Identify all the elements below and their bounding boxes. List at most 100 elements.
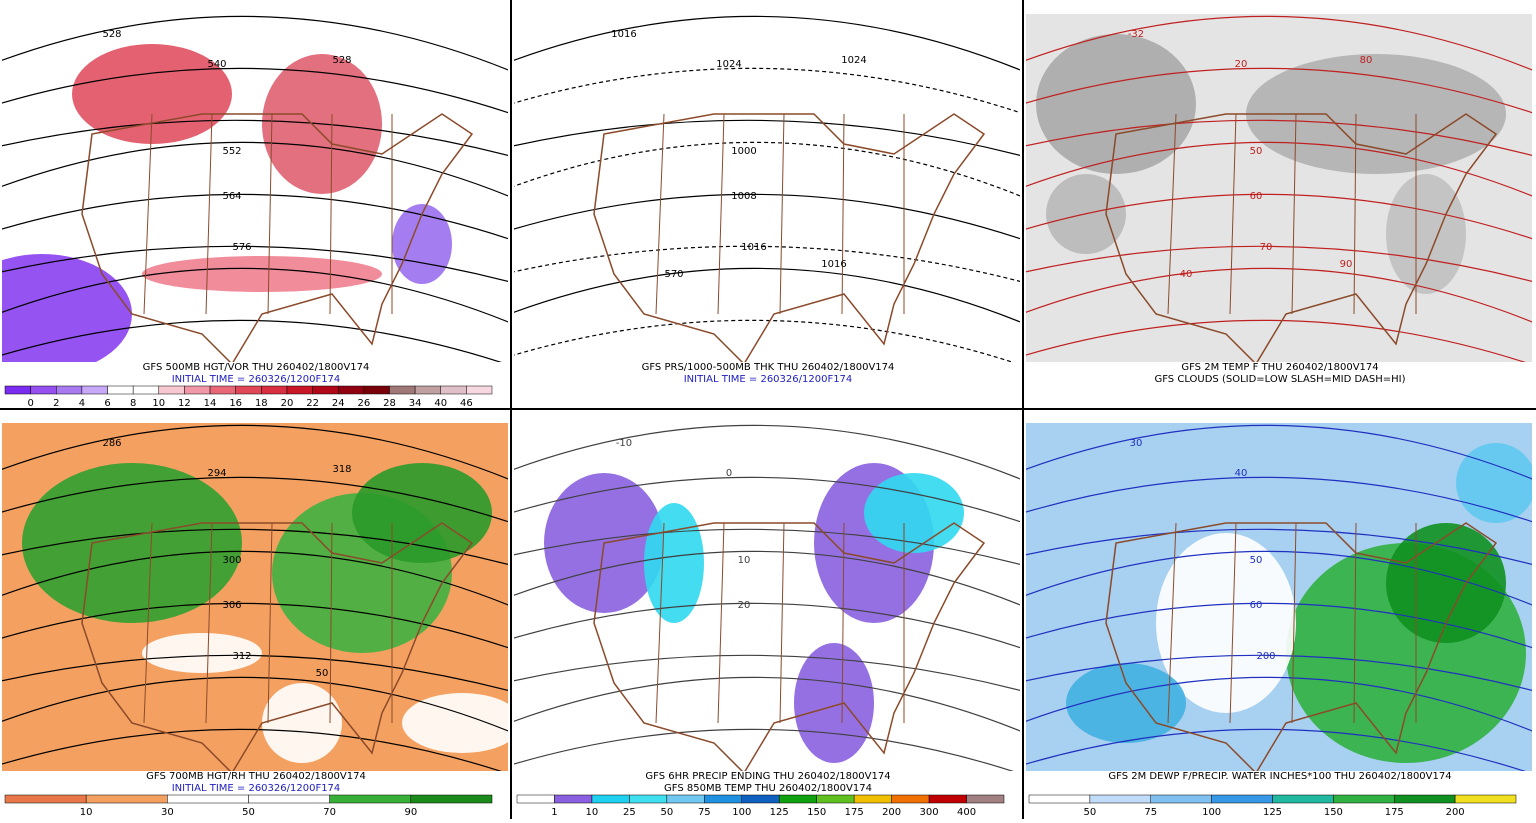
legend-label: 1 (551, 807, 557, 818)
map-title: GFS PRS/1000-500MB THK THU 260402/1800V1… (642, 362, 895, 373)
contour-label: 70 (1260, 242, 1273, 253)
state-line (329, 522, 333, 724)
shaded-area (72, 44, 232, 144)
legend-label: 10 (152, 398, 165, 409)
map: 528 540 552 564 576 528 (2, 15, 508, 362)
legend-label: 4 (79, 398, 85, 409)
legend-swatch (184, 385, 211, 395)
contour (1026, 67, 1532, 114)
legend-swatch (1089, 794, 1151, 804)
legend-label: 12 (178, 398, 191, 409)
contour-label: 40 (1235, 468, 1248, 479)
contour (2, 193, 508, 240)
contour (1026, 728, 1526, 771)
map: 30 40 50 60 200 (1026, 424, 1532, 771)
legend-label: 75 (698, 807, 711, 818)
legend-label: 18 (255, 398, 268, 409)
legend-label: 25 (623, 807, 636, 818)
legend-swatch (81, 385, 108, 395)
legend-swatch (410, 794, 493, 804)
legend-swatch (363, 385, 390, 395)
contour-label: 300 (222, 555, 241, 566)
contour-label: 564 (222, 191, 241, 202)
legend-swatch (741, 794, 780, 804)
map: 286 294 300 306 312 318 50 (2, 424, 508, 771)
contour (514, 267, 1020, 323)
panel: 30 40 50 60 200 GFS 2M DEWP F/PRECIP. WATER I… (1026, 423, 1532, 818)
contour (2, 15, 508, 71)
contour (514, 15, 1020, 71)
legend-swatch (107, 385, 134, 395)
contour (2, 141, 508, 197)
contour (514, 245, 1020, 283)
state-line (841, 522, 845, 724)
legend-swatch (261, 385, 288, 395)
contour-label: 576 (232, 242, 251, 253)
state-line (717, 113, 725, 315)
contour (1026, 476, 1532, 523)
shaded-area (402, 693, 508, 753)
state-line (1229, 113, 1237, 315)
contour-label: 286 (102, 438, 121, 449)
contour (2, 654, 508, 692)
map-subtitle: GFS CLOUDS (SOLID=LOW SLASH=MID DASH=HI) (1154, 374, 1405, 385)
panel: 1016 1024 1000 1008 1016 1024 1016 570 GFS PRS/1… (514, 14, 1020, 385)
contour-label: 1008 (731, 191, 756, 202)
legend-label: 70 (323, 807, 336, 818)
state-line (779, 522, 785, 724)
contour (1026, 602, 1532, 649)
contour (1026, 319, 1526, 362)
shaded-area (2, 254, 132, 362)
shaded-area (352, 463, 492, 563)
state-line (1291, 522, 1297, 724)
legend-swatch (209, 385, 236, 395)
contour-label: 50 (316, 668, 329, 679)
contour (1026, 528, 1532, 566)
legend-swatch (704, 794, 743, 804)
contour (514, 141, 1020, 197)
state-line (143, 522, 153, 724)
legend-swatch (816, 794, 855, 804)
contour-label: 318 (332, 464, 351, 475)
contour-label: 1016 (611, 29, 636, 40)
map-subtitle: INITIAL TIME = 260326/1200F174 (684, 374, 853, 385)
contour (514, 424, 1020, 480)
state-line (655, 522, 665, 724)
panel: -32 20 50 60 70 80 90 40 GFS 2M TEMP F THU 26040… (1026, 14, 1532, 385)
map-background (514, 14, 1020, 362)
contour-label: 80 (1360, 55, 1373, 66)
legend-swatch (312, 385, 339, 395)
contour-label: 20 (738, 600, 751, 611)
contour (514, 119, 1020, 157)
legend-swatch (167, 794, 249, 804)
legend-label: 10 (80, 807, 93, 818)
legend-swatch (440, 385, 467, 395)
legend-label: 175 (1385, 807, 1404, 818)
contour (2, 728, 502, 771)
legend-label: 0 (27, 398, 33, 409)
map-title: GFS 700MB HGT/RH THU 260402/1800V174 (146, 771, 366, 782)
legend-swatch (4, 385, 31, 395)
contour (1026, 245, 1532, 283)
contour (514, 676, 1020, 732)
legend-label: 20 (281, 398, 294, 409)
legend-swatch (235, 385, 262, 395)
shaded-area (1456, 443, 1532, 523)
legend-swatch (85, 794, 168, 804)
legend-label: 125 (770, 807, 789, 818)
contour (2, 424, 508, 480)
map-title: GFS 500MB HGT/VOR THU 260402/1800V174 (143, 362, 370, 373)
state-line (841, 113, 845, 315)
legend-swatch (966, 794, 1005, 804)
contour-label: 1016 (741, 242, 766, 253)
shaded-area (262, 683, 342, 763)
legend-label: 46 (460, 398, 473, 409)
legend-swatch (1211, 794, 1273, 804)
legend-label: 100 (1202, 807, 1221, 818)
panel: 286 294 300 306 312 318 50 GFS 700MB HGT/RH THU… (2, 423, 508, 818)
contour-label: 200 (1256, 651, 1275, 662)
contour-label: 528 (102, 29, 121, 40)
contour (514, 319, 1014, 362)
contour-label: 0 (726, 468, 732, 479)
